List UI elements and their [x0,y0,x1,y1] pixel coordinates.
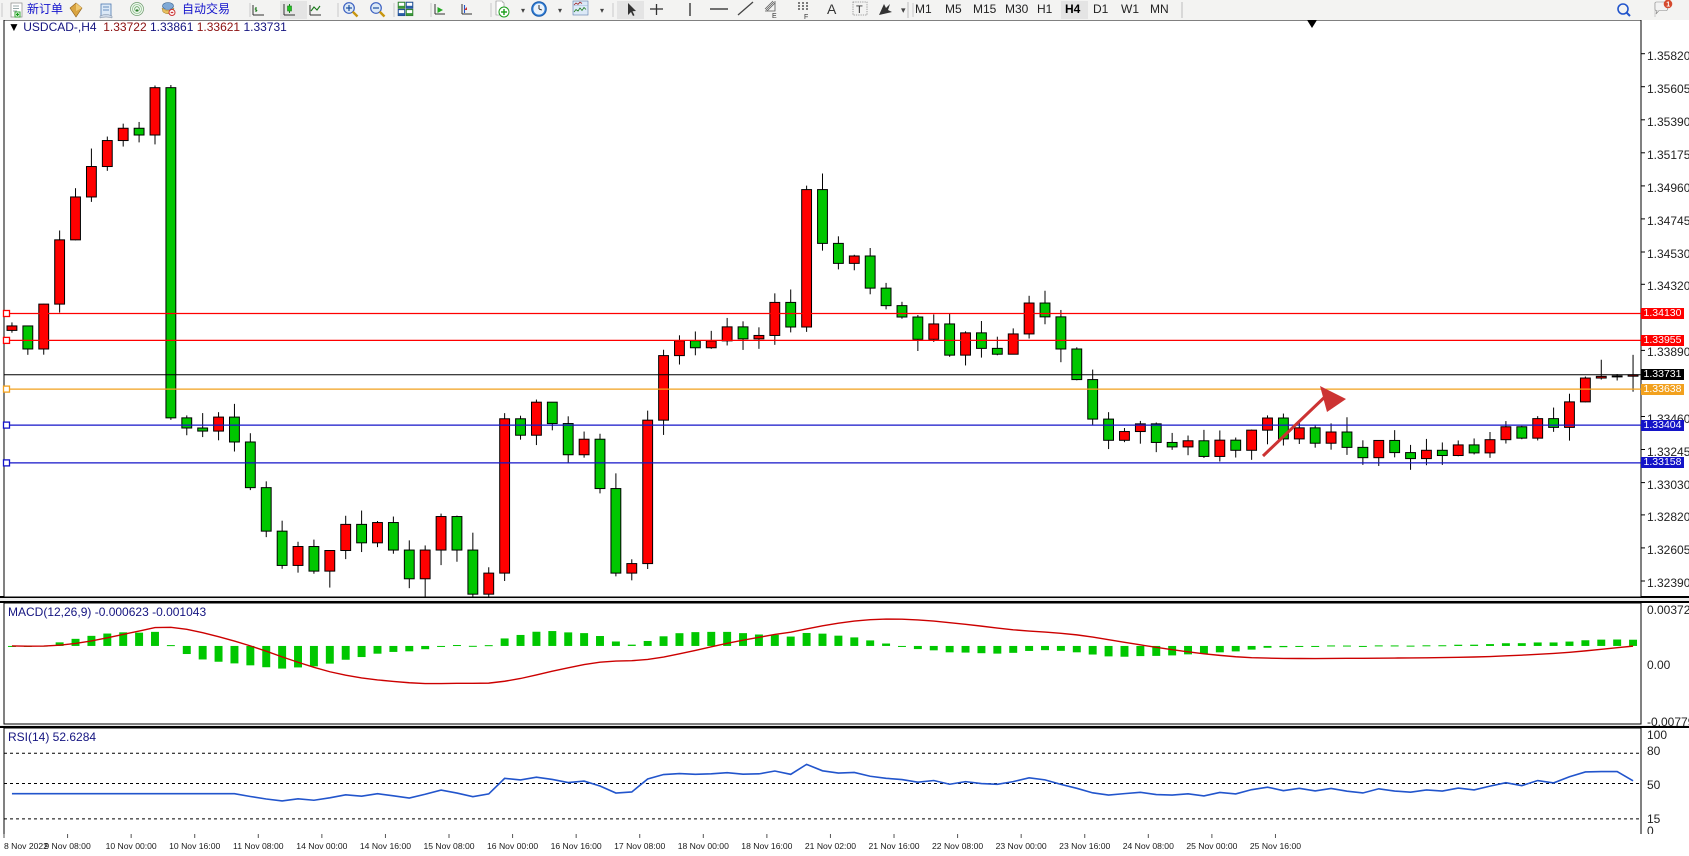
svg-text:E: E [772,13,777,20]
svg-text:H1: H1 [1037,2,1053,16]
svg-text:10 Nov 16:00: 10 Nov 16:00 [169,841,220,851]
svg-text:D1: D1 [1093,2,1109,16]
svg-text:16 Nov 16:00: 16 Nov 16:00 [551,841,602,851]
svg-text:22 Nov 08:00: 22 Nov 08:00 [932,841,983,851]
svg-text:14 Nov 00:00: 14 Nov 00:00 [296,841,347,851]
svg-text:T: T [856,4,863,16]
svg-text:21 Nov 02:00: 21 Nov 02:00 [805,841,856,851]
svg-text:新订单: 新订单 [27,1,63,16]
svg-text:16 Nov 00:00: 16 Nov 00:00 [487,841,538,851]
svg-text:▾: ▾ [521,6,525,15]
svg-text:▾: ▾ [600,6,604,15]
svg-text:M1: M1 [915,2,932,16]
svg-text:H4: H4 [1065,2,1081,16]
svg-text:23 Nov 16:00: 23 Nov 16:00 [1059,841,1110,851]
svg-text:23 Nov 00:00: 23 Nov 00:00 [996,841,1047,851]
svg-text:M15: M15 [973,2,997,16]
svg-text:25 Nov 00:00: 25 Nov 00:00 [1186,841,1237,851]
svg-text:8 Nov 2022: 8 Nov 2022 [4,841,48,851]
svg-text:MN: MN [1150,2,1169,16]
svg-text:25 Nov 16:00: 25 Nov 16:00 [1250,841,1301,851]
svg-text:9 Nov 08:00: 9 Nov 08:00 [44,841,91,851]
svg-text:14 Nov 16:00: 14 Nov 16:00 [360,841,411,851]
svg-text:1: 1 [1666,2,1670,9]
svg-text:10 Nov 00:00: 10 Nov 00:00 [106,841,157,851]
svg-text:24 Nov 08:00: 24 Nov 08:00 [1123,841,1174,851]
svg-text:M5: M5 [945,2,962,16]
svg-text:21 Nov 16:00: 21 Nov 16:00 [868,841,919,851]
svg-text:M30: M30 [1005,2,1029,16]
svg-text:18 Nov 00:00: 18 Nov 00:00 [678,841,729,851]
svg-text:15 Nov 08:00: 15 Nov 08:00 [423,841,474,851]
svg-text:自动交易: 自动交易 [182,1,230,16]
svg-text:A: A [827,1,837,17]
svg-text:18 Nov 16:00: 18 Nov 16:00 [741,841,792,851]
svg-text:11 Nov 08:00: 11 Nov 08:00 [233,841,284,851]
svg-text:17 Nov 08:00: 17 Nov 08:00 [614,841,665,851]
svg-text:W1: W1 [1121,2,1139,16]
svg-text:▾: ▾ [901,5,906,15]
svg-text:▾: ▾ [558,6,562,15]
